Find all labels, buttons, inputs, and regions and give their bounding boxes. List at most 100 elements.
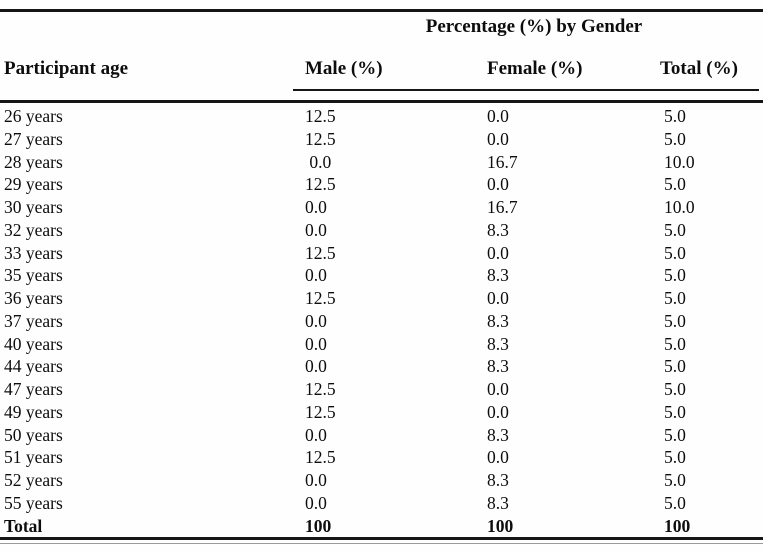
male-cell: 0.0 <box>305 424 327 445</box>
male-cell: 12.5 <box>305 447 336 468</box>
male-cell: 12.5 <box>305 106 336 126</box>
age-cell: 50 years <box>4 424 63 445</box>
female-cell: 0.0 <box>487 128 509 149</box>
table-row: 28 years 0.0 16.7 10.0 <box>4 151 763 174</box>
age-cell: 44 years <box>4 356 63 377</box>
female-cell: 16.7 <box>487 197 518 217</box>
total-cell: 100 <box>664 515 691 536</box>
table-row: 55 years 0.0 8.3 5.0 <box>4 492 763 515</box>
female-cell: 8.3 <box>487 333 509 354</box>
total-cell: 5.0 <box>664 492 686 513</box>
female-cell: 8.3 <box>487 265 509 286</box>
male-cell: 12.5 <box>305 242 336 263</box>
female-cell: 8.3 <box>487 219 509 240</box>
table-row: 44 years 0.0 8.3 5.0 <box>4 355 763 378</box>
male-cell: 0.0 <box>305 310 327 331</box>
age-cell: 27 years <box>4 128 63 149</box>
female-cell: 0.0 <box>487 174 509 195</box>
male-cell: 12.5 <box>305 379 336 399</box>
total-cell: 5.0 <box>664 288 686 308</box>
age-cell: 29 years <box>4 174 63 195</box>
total-cell: 5.0 <box>664 310 686 331</box>
column-header-participant-age: Participant age <box>4 58 129 79</box>
total-cell: 5.0 <box>664 379 686 399</box>
age-cell: 26 years <box>4 106 63 126</box>
total-cell: 5.0 <box>664 401 686 422</box>
male-cell: 12.5 <box>305 174 336 195</box>
table-row: 35 years 0.0 8.3 5.0 <box>4 264 763 287</box>
age-cell: 28 years <box>4 151 63 172</box>
male-cell: 0.0 <box>305 219 327 240</box>
female-cell: 0.0 <box>487 401 509 422</box>
female-cell: 0.0 <box>487 106 509 126</box>
total-cell: 5.0 <box>664 424 686 445</box>
age-cell: 33 years <box>4 242 63 263</box>
bottom-rule-shadow <box>0 543 763 544</box>
age-cell: 30 years <box>4 197 63 217</box>
age-cell: 35 years <box>4 265 63 286</box>
subheader-underline <box>293 89 759 91</box>
age-cell: 32 years <box>4 219 63 240</box>
age-cell: 55 years <box>4 492 63 513</box>
total-cell: 5.0 <box>664 242 686 263</box>
table-row: 49 years 12.5 0.0 5.0 <box>4 401 763 424</box>
male-cell: 0.0 <box>305 151 332 172</box>
female-cell: 0.0 <box>487 288 509 308</box>
age-cell: 40 years <box>4 333 63 354</box>
total-cell: 5.0 <box>664 219 686 240</box>
male-cell: 12.5 <box>305 401 336 422</box>
male-cell: 0.0 <box>305 265 327 286</box>
table-row: 27 years 12.5 0.0 5.0 <box>4 128 763 151</box>
table-total-row: Total 100 100 100 <box>4 515 763 538</box>
male-cell: 0.0 <box>305 356 327 377</box>
table-row: 29 years 12.5 0.0 5.0 <box>4 173 763 196</box>
total-cell: 5.0 <box>664 106 686 126</box>
total-cell: 5.0 <box>664 447 686 468</box>
table-row: 26 years 12.5 0.0 5.0 <box>4 105 763 128</box>
age-cell: 47 years <box>4 379 63 399</box>
female-cell: 0.0 <box>487 447 509 468</box>
male-cell: 0.0 <box>305 470 327 490</box>
female-cell: 8.3 <box>487 356 509 377</box>
table-row: 40 years 0.0 8.3 5.0 <box>4 333 763 356</box>
table-row: 37 years 0.0 8.3 5.0 <box>4 310 763 333</box>
male-cell: 0.0 <box>305 333 327 354</box>
age-cell: 37 years <box>4 310 63 331</box>
female-cell: 8.3 <box>487 470 509 490</box>
female-cell: 8.3 <box>487 310 509 331</box>
age-cell: 52 years <box>4 470 63 490</box>
age-cell: Total <box>4 515 43 536</box>
female-cell: 16.7 <box>487 151 518 172</box>
table-row: 36 years 12.5 0.0 5.0 <box>4 287 763 310</box>
total-cell: 5.0 <box>664 174 686 195</box>
total-cell: 5.0 <box>664 333 686 354</box>
top-rule <box>0 9 763 12</box>
column-header-male: Male (%) <box>305 58 383 79</box>
male-cell: 0.0 <box>305 197 327 217</box>
table-row: 33 years 12.5 0.0 5.0 <box>4 242 763 265</box>
total-cell: 5.0 <box>664 470 686 490</box>
male-cell: 12.5 <box>305 288 336 308</box>
male-cell: 0.0 <box>305 492 327 513</box>
female-cell: 8.3 <box>487 492 509 513</box>
column-header-total: Total (%) <box>660 58 738 79</box>
total-cell: 5.0 <box>664 128 686 149</box>
spanning-header: Percentage (%) by Gender <box>425 16 643 37</box>
table-row: 52 years 0.0 8.3 5.0 <box>4 469 763 492</box>
total-cell: 10.0 <box>664 151 695 172</box>
age-cell: 49 years <box>4 401 63 422</box>
table-body: 26 years 12.5 0.0 5.0 27 years 12.5 0.0 5.0 28 y… <box>4 105 763 537</box>
total-cell: 10.0 <box>664 197 695 217</box>
age-cell: 36 years <box>4 288 63 308</box>
female-cell: 8.3 <box>487 424 509 445</box>
table-row: 47 years 12.5 0.0 5.0 <box>4 378 763 401</box>
total-cell: 5.0 <box>664 356 686 377</box>
table-row: 51 years 12.5 0.0 5.0 <box>4 446 763 469</box>
table-row: 50 years 0.0 8.3 5.0 <box>4 424 763 447</box>
female-cell: 100 <box>487 515 514 536</box>
female-cell: 0.0 <box>487 379 509 399</box>
male-cell: 100 <box>305 515 332 536</box>
table-row: 32 years 0.0 8.3 5.0 <box>4 219 763 242</box>
header-body-rule <box>0 100 763 103</box>
